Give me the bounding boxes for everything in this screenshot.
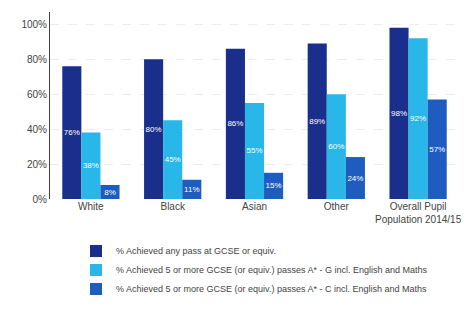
svg-text:45%: 45% (165, 155, 181, 164)
svg-text:11%: 11% (184, 185, 199, 194)
svg-text:100%: 100% (21, 19, 47, 30)
svg-text:80%: 80% (146, 125, 162, 134)
svg-text:60%: 60% (27, 89, 47, 100)
svg-text:92%: 92% (410, 114, 426, 123)
svg-text:% Achieved 5 or more GCSE (or: % Achieved 5 or more GCSE (or equiv.) pa… (116, 265, 427, 275)
svg-text:% Achieved any pass at GCSE or: % Achieved any pass at GCSE or equiv. (116, 246, 276, 256)
svg-text:White: White (78, 201, 104, 212)
svg-text:0%: 0% (33, 194, 48, 205)
svg-text:55%: 55% (246, 146, 262, 155)
svg-text:% Achieved 5 or more GCSE (or: % Achieved 5 or more GCSE (or equiv.) pa… (116, 284, 427, 294)
svg-text:Overall PupilPopulation 2014/1: Overall PupilPopulation 2014/15 (375, 201, 462, 225)
svg-text:40%: 40% (27, 124, 47, 135)
svg-text:86%: 86% (227, 119, 243, 128)
svg-text:8%: 8% (104, 188, 116, 197)
svg-text:Black: Black (160, 201, 185, 212)
svg-text:20%: 20% (27, 159, 47, 170)
svg-text:80%: 80% (27, 54, 47, 65)
svg-text:76%: 76% (64, 128, 80, 137)
svg-text:Other: Other (324, 201, 350, 212)
svg-text:Asian: Asian (242, 201, 267, 212)
svg-text:24%: 24% (347, 174, 363, 183)
svg-text:15%: 15% (266, 181, 282, 190)
svg-text:89%: 89% (309, 117, 325, 126)
svg-text:57%: 57% (429, 145, 445, 154)
svg-text:60%: 60% (328, 142, 344, 151)
svg-text:98%: 98% (391, 109, 407, 118)
svg-text:38%: 38% (83, 161, 99, 170)
